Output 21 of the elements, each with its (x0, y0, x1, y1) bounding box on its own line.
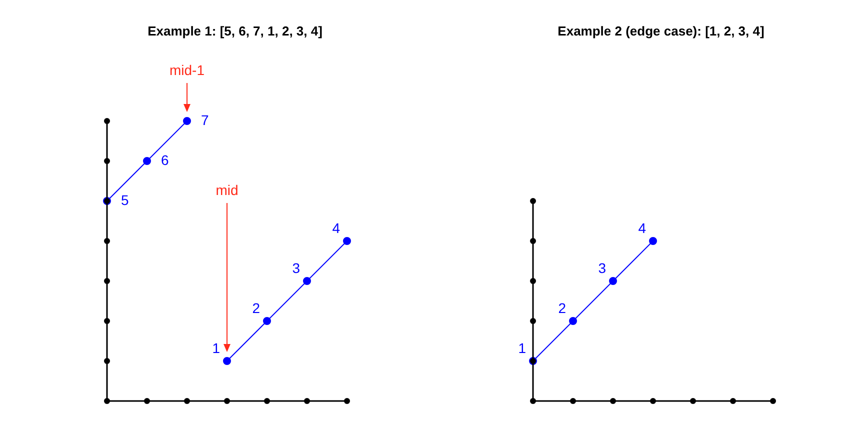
point (303, 277, 311, 285)
chart-title: Example 2 (edge case): [1, 2, 3, 4] (558, 24, 764, 39)
data-label: 1 (518, 340, 526, 356)
data-label: 5 (121, 192, 129, 208)
point (223, 357, 231, 365)
data-label: 7 (201, 112, 209, 128)
data-label: 2 (252, 300, 260, 316)
data-label: 3 (292, 260, 300, 276)
data-label: 4 (332, 220, 340, 236)
point (183, 117, 191, 125)
data-label: 2 (558, 300, 566, 316)
point (143, 157, 151, 165)
data-label: 1 (212, 340, 220, 356)
annotation: mid (216, 182, 238, 198)
data-label: 3 (598, 260, 606, 276)
text: mid-1 (169, 62, 205, 78)
chart-title: Example 1: [5, 6, 7, 1, 2, 3, 4] (148, 24, 322, 39)
data-label: 6 (161, 152, 169, 168)
point (263, 317, 271, 325)
point (343, 237, 351, 245)
data-label: 4 (638, 220, 646, 236)
